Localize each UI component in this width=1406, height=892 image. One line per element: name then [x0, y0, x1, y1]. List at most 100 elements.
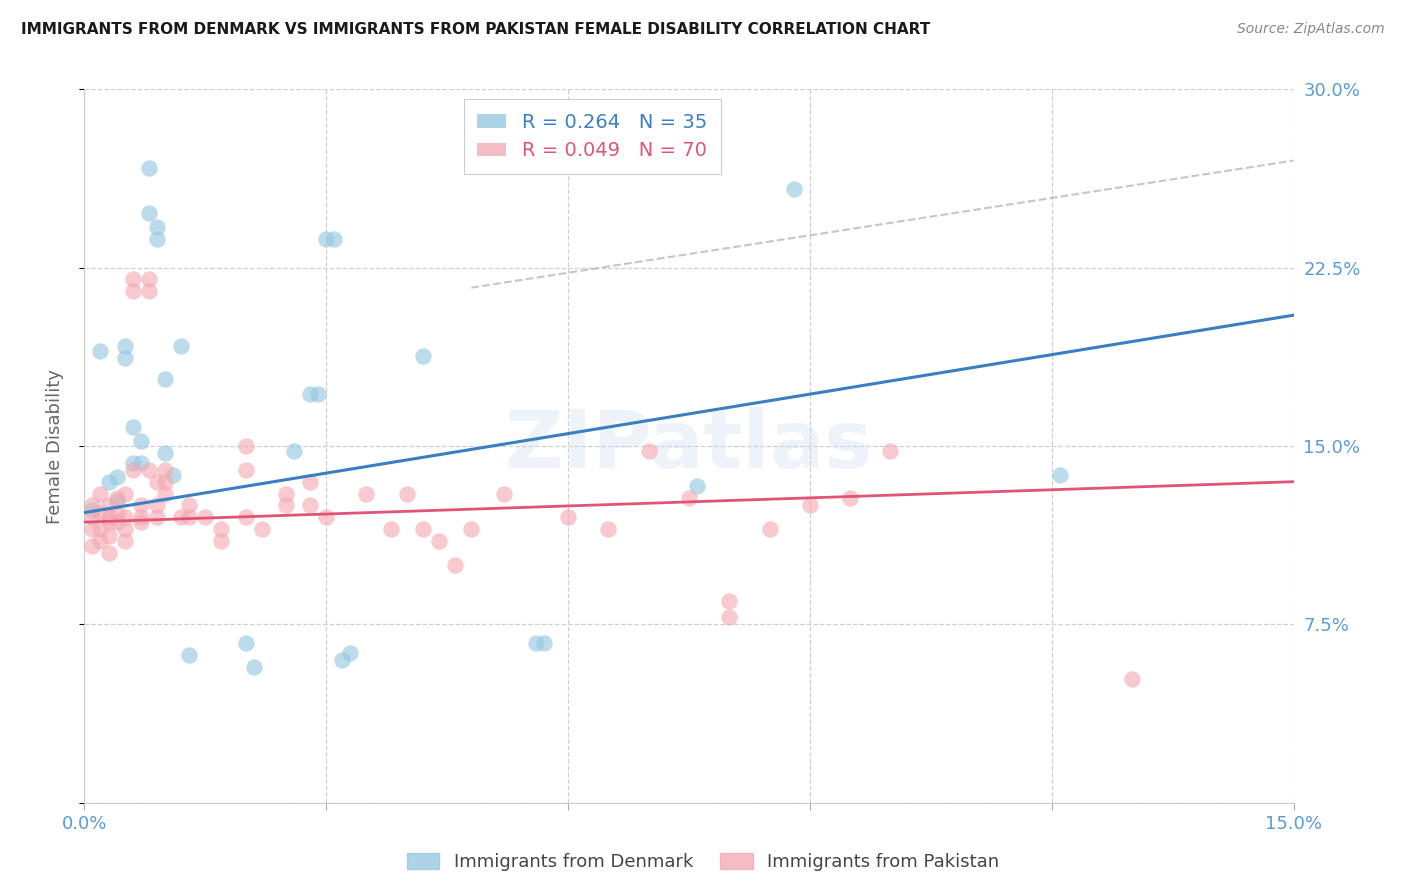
Point	[307, 386, 329, 401]
Point	[146, 510, 169, 524]
Legend: R = 0.264   N = 35, R = 0.049   N = 70: R = 0.264 N = 35, R = 0.049 N = 70	[464, 99, 721, 174]
Point	[686, 479, 709, 493]
Point	[114, 534, 136, 549]
Point	[146, 475, 169, 489]
Point	[179, 510, 201, 524]
Point	[105, 493, 128, 508]
Point	[235, 463, 257, 477]
Point	[105, 506, 128, 520]
Point	[299, 386, 322, 401]
Point	[209, 534, 232, 549]
Point	[138, 463, 160, 477]
Point	[242, 660, 264, 674]
Point	[323, 232, 346, 246]
Point	[82, 499, 104, 513]
Text: IMMIGRANTS FROM DENMARK VS IMMIGRANTS FROM PAKISTAN FEMALE DISABILITY CORRELATIO: IMMIGRANTS FROM DENMARK VS IMMIGRANTS FR…	[21, 22, 931, 37]
Point	[97, 499, 120, 513]
Point	[1121, 672, 1143, 686]
Point	[105, 491, 128, 506]
Point	[121, 420, 143, 434]
Point	[121, 463, 143, 477]
Point	[209, 522, 232, 536]
Point	[179, 499, 201, 513]
Point	[129, 434, 152, 449]
Point	[121, 285, 143, 299]
Point	[138, 285, 160, 299]
Point	[412, 522, 434, 536]
Point	[477, 122, 499, 136]
Y-axis label: Female Disability: Female Disability	[45, 368, 63, 524]
Point	[82, 510, 104, 524]
Point	[758, 522, 780, 536]
Point	[460, 522, 482, 536]
Point	[89, 506, 111, 520]
Point	[839, 491, 862, 506]
Point	[283, 443, 305, 458]
Point	[598, 522, 620, 536]
Point	[330, 653, 353, 667]
Point	[557, 510, 579, 524]
Point	[146, 220, 169, 235]
Point	[97, 529, 120, 543]
Point	[97, 515, 120, 529]
Point	[162, 467, 184, 482]
Point	[114, 486, 136, 500]
Legend: Immigrants from Denmark, Immigrants from Pakistan: Immigrants from Denmark, Immigrants from…	[399, 846, 1007, 879]
Point	[153, 372, 176, 386]
Point	[114, 522, 136, 536]
Point	[315, 232, 337, 246]
Point	[274, 486, 297, 500]
Point	[105, 515, 128, 529]
Point	[412, 349, 434, 363]
Point	[153, 475, 176, 489]
Point	[235, 636, 257, 650]
Point	[637, 443, 659, 458]
Point	[444, 558, 467, 572]
Point	[114, 351, 136, 365]
Point	[153, 486, 176, 500]
Point	[153, 446, 176, 460]
Point	[138, 272, 160, 286]
Point	[97, 475, 120, 489]
Point	[235, 439, 257, 453]
Point	[194, 510, 217, 524]
Point	[356, 486, 378, 500]
Point	[718, 610, 741, 624]
Point	[799, 499, 821, 513]
Point	[82, 539, 104, 553]
Point	[129, 499, 152, 513]
Point	[299, 499, 322, 513]
Point	[524, 636, 547, 650]
Point	[170, 510, 193, 524]
Point	[97, 510, 120, 524]
Point	[380, 522, 402, 536]
Point	[783, 182, 806, 196]
Point	[879, 443, 901, 458]
Point	[121, 272, 143, 286]
Point	[129, 456, 152, 470]
Point	[105, 470, 128, 484]
Point	[146, 499, 169, 513]
Point	[129, 515, 152, 529]
Point	[250, 522, 273, 536]
Point	[235, 510, 257, 524]
Point	[114, 510, 136, 524]
Point	[1049, 467, 1071, 482]
Point	[274, 499, 297, 513]
Point	[718, 593, 741, 607]
Point	[97, 546, 120, 560]
Point	[492, 486, 515, 500]
Point	[315, 510, 337, 524]
Point	[533, 636, 555, 650]
Text: Source: ZipAtlas.com: Source: ZipAtlas.com	[1237, 22, 1385, 37]
Point	[170, 339, 193, 353]
Point	[121, 456, 143, 470]
Point	[89, 522, 111, 536]
Point	[82, 503, 104, 517]
Point	[395, 486, 418, 500]
Point	[82, 522, 104, 536]
Point	[678, 491, 700, 506]
Point	[427, 534, 450, 549]
Point	[299, 475, 322, 489]
Point	[339, 646, 361, 660]
